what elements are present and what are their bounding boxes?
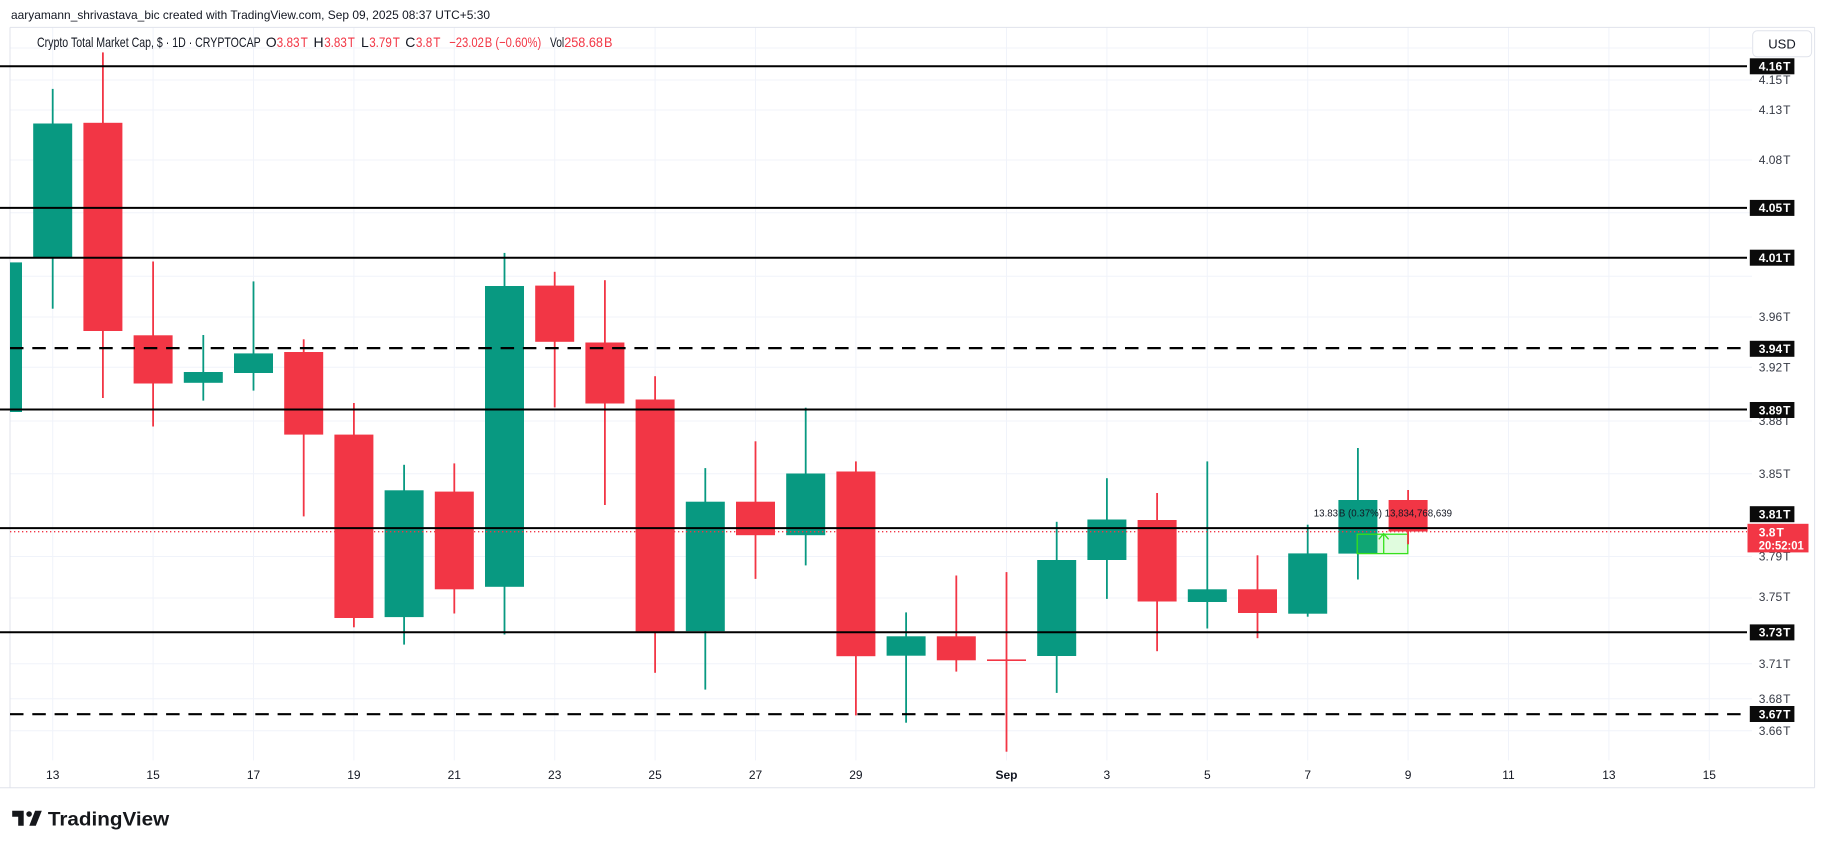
svg-text:3.83 T: 3.83 T bbox=[324, 34, 355, 50]
svg-text:17: 17 bbox=[247, 768, 261, 782]
svg-text:3.96 T: 3.96 T bbox=[1759, 310, 1791, 324]
svg-text:15: 15 bbox=[1703, 768, 1717, 782]
svg-text:4.13 T: 4.13 T bbox=[1759, 103, 1791, 117]
svg-text:3.92 T: 3.92 T bbox=[1759, 361, 1791, 375]
svg-text:3.8 T: 3.8 T bbox=[416, 34, 441, 50]
svg-text:3.68 T: 3.68 T bbox=[1759, 692, 1791, 706]
svg-text:4.16 T: 4.16 T bbox=[1759, 60, 1791, 74]
svg-text:5: 5 bbox=[1204, 768, 1211, 782]
svg-text:3.94 T: 3.94 T bbox=[1759, 342, 1791, 356]
svg-text:4.01 T: 4.01 T bbox=[1759, 251, 1791, 265]
svg-text:7: 7 bbox=[1304, 768, 1311, 782]
svg-text:−23.02 B (−0.60%): −23.02 B (−0.60%) bbox=[449, 34, 541, 50]
svg-text:3.79 T: 3.79 T bbox=[1759, 550, 1791, 564]
svg-text:4.15 T: 4.15 T bbox=[1759, 73, 1791, 87]
svg-text:23: 23 bbox=[548, 768, 562, 782]
svg-text:Crypto Total Market Cap, $ · 1: Crypto Total Market Cap, $ · 1D · CRYPTO… bbox=[37, 34, 261, 50]
svg-text:3.83 T: 3.83 T bbox=[277, 34, 309, 50]
svg-text:9: 9 bbox=[1405, 768, 1412, 782]
svg-text:25: 25 bbox=[648, 768, 662, 782]
svg-text:3.67 T: 3.67 T bbox=[1759, 707, 1791, 721]
svg-text:3.79 T: 3.79 T bbox=[369, 34, 400, 50]
svg-text:3.66 T: 3.66 T bbox=[1759, 724, 1791, 738]
svg-text:19: 19 bbox=[347, 768, 361, 782]
svg-text:Vol: Vol bbox=[550, 34, 564, 50]
svg-text:H: H bbox=[314, 34, 324, 50]
svg-text:3.89 T: 3.89 T bbox=[1759, 403, 1791, 417]
svg-text:aaryamann_shrivastava_bic crea: aaryamann_shrivastava_bic created with T… bbox=[11, 8, 490, 22]
svg-text:20:52:01: 20:52:01 bbox=[1759, 541, 1805, 553]
svg-text:4.08 T: 4.08 T bbox=[1759, 153, 1791, 167]
svg-text:3: 3 bbox=[1104, 768, 1111, 782]
svg-text:21: 21 bbox=[448, 768, 462, 782]
svg-text:13.83 B (0.37%) 13,834,768,639: 13.83 B (0.37%) 13,834,768,639 bbox=[1314, 508, 1452, 520]
svg-text:3.85 T: 3.85 T bbox=[1759, 467, 1791, 481]
svg-text:O: O bbox=[266, 34, 277, 50]
svg-text:4.05 T: 4.05 T bbox=[1759, 201, 1791, 215]
svg-text:27: 27 bbox=[749, 768, 763, 782]
svg-text:258.68 B: 258.68 B bbox=[564, 34, 612, 50]
svg-text:Sep: Sep bbox=[995, 768, 1017, 782]
svg-text:3.73 T: 3.73 T bbox=[1759, 626, 1791, 640]
svg-text:L: L bbox=[361, 34, 369, 50]
svg-text:29: 29 bbox=[849, 768, 863, 782]
svg-text:3.81 T: 3.81 T bbox=[1759, 508, 1791, 522]
svg-text:TradingView: TradingView bbox=[48, 809, 170, 830]
svg-text:3.8 T: 3.8 T bbox=[1759, 526, 1785, 540]
svg-text:15: 15 bbox=[146, 768, 160, 782]
svg-text:USD: USD bbox=[1768, 37, 1795, 52]
svg-text:11: 11 bbox=[1502, 768, 1515, 782]
svg-text:C: C bbox=[405, 34, 415, 50]
svg-text:3.75 T: 3.75 T bbox=[1759, 590, 1791, 604]
svg-text:13: 13 bbox=[46, 768, 60, 782]
svg-text:13: 13 bbox=[1602, 768, 1616, 782]
svg-text:3.71 T: 3.71 T bbox=[1759, 657, 1791, 671]
